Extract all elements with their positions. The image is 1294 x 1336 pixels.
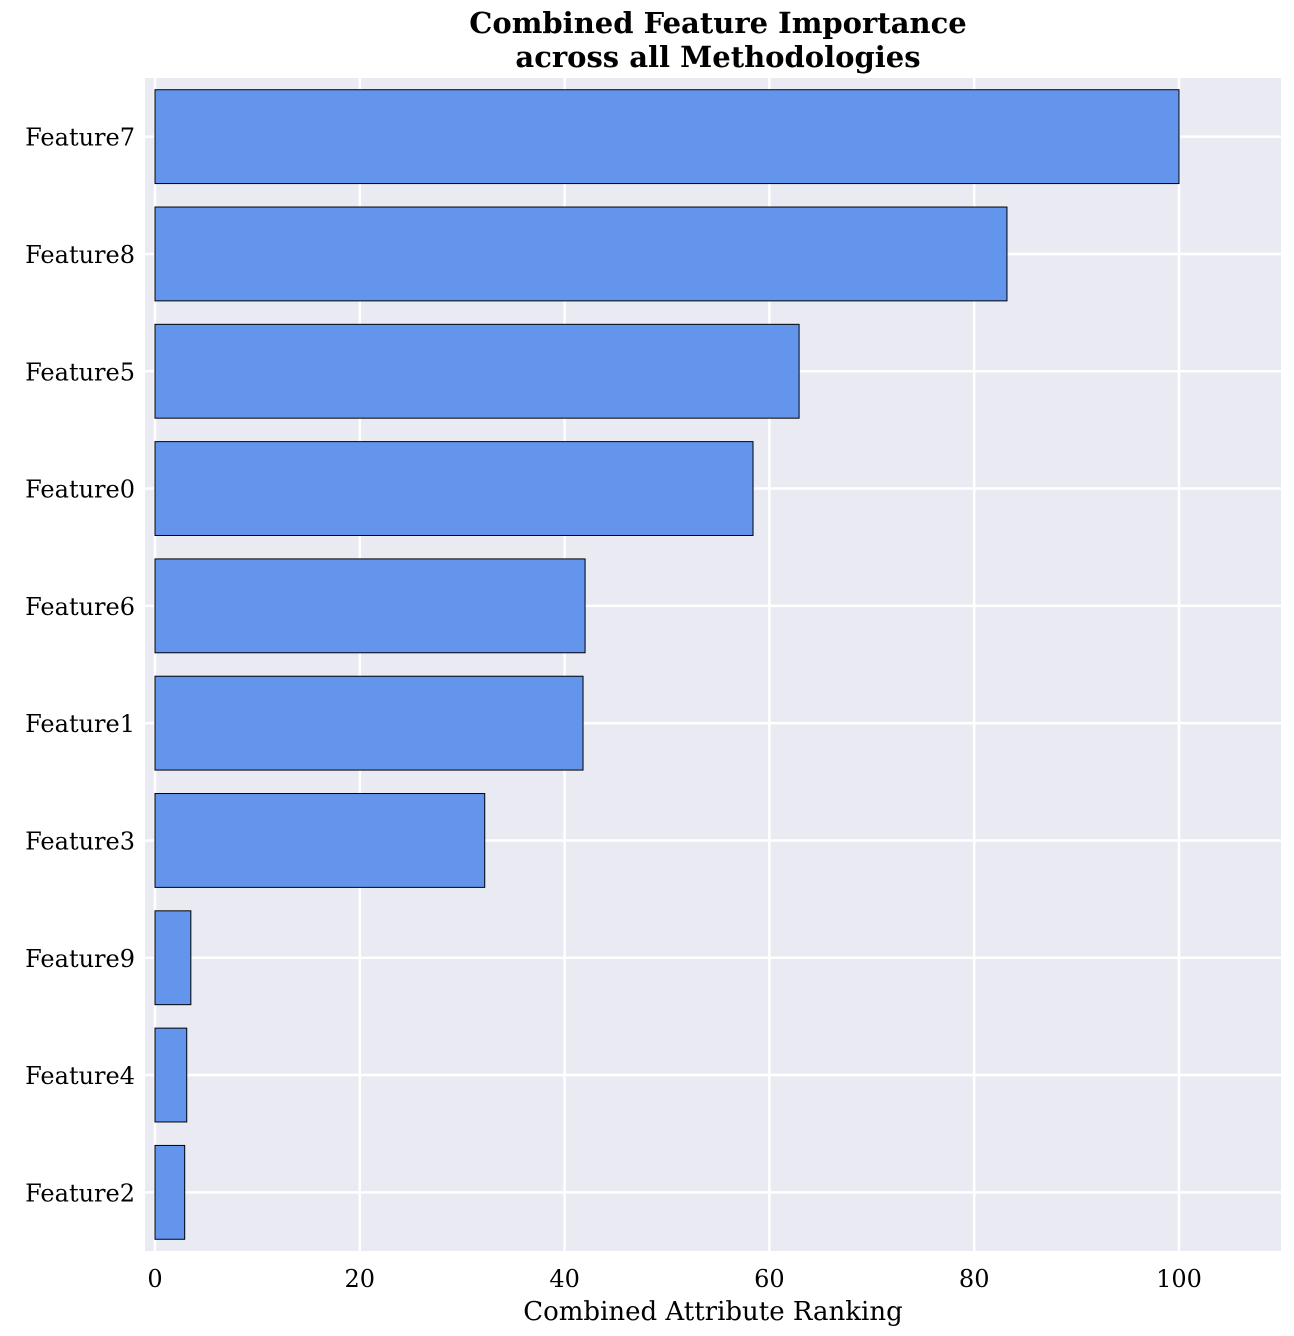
chart-title-line-2: across all Methodologies (515, 40, 921, 74)
x-axis-label: Combined Attribute Ranking (523, 1297, 903, 1327)
bar-feature1 (154, 675, 584, 771)
bars (154, 89, 1180, 1240)
bar-feature5 (154, 323, 800, 419)
bar-feature9 (154, 910, 192, 1006)
y-tick-label: Feature7 (25, 124, 135, 152)
x-tick-label: 80 (959, 1265, 990, 1293)
bar-feature2 (154, 1144, 186, 1240)
x-tick-label: 60 (754, 1265, 785, 1293)
bar-feature7 (154, 89, 1180, 185)
y-tick-label: Feature9 (25, 945, 135, 973)
bar-feature3 (154, 793, 486, 888)
x-tick-label: 40 (549, 1265, 580, 1293)
y-tick-label: Feature4 (25, 1062, 135, 1090)
y-tick-label: Feature8 (25, 241, 135, 269)
y-tick-label: Feature5 (25, 358, 135, 386)
chart-title-line-1: Combined Feature Importance (469, 6, 967, 40)
bar-feature6 (154, 558, 586, 654)
bar-feature8 (154, 206, 1008, 302)
x-tick-label: 0 (147, 1265, 162, 1293)
x-tick-labels: 0 20 40 60 80 100 (147, 1265, 1202, 1293)
x-tick-label: 20 (345, 1265, 376, 1293)
chart-title: Combined Feature Importance across all M… (155, 6, 1281, 74)
y-tick-label: Feature6 (25, 593, 135, 621)
y-tick-label: Feature0 (25, 476, 135, 504)
y-tick-label: Feature3 (25, 827, 135, 855)
y-tick-labels: Feature7 Feature8 Feature5 Feature0 Feature6… (25, 124, 135, 1208)
bar-feature4 (154, 1027, 188, 1123)
y-tick-label: Feature2 (25, 1179, 135, 1207)
bar-feature0 (154, 441, 754, 536)
y-tick-label: Feature1 (25, 710, 135, 738)
x-tick-label: 100 (1156, 1265, 1202, 1293)
